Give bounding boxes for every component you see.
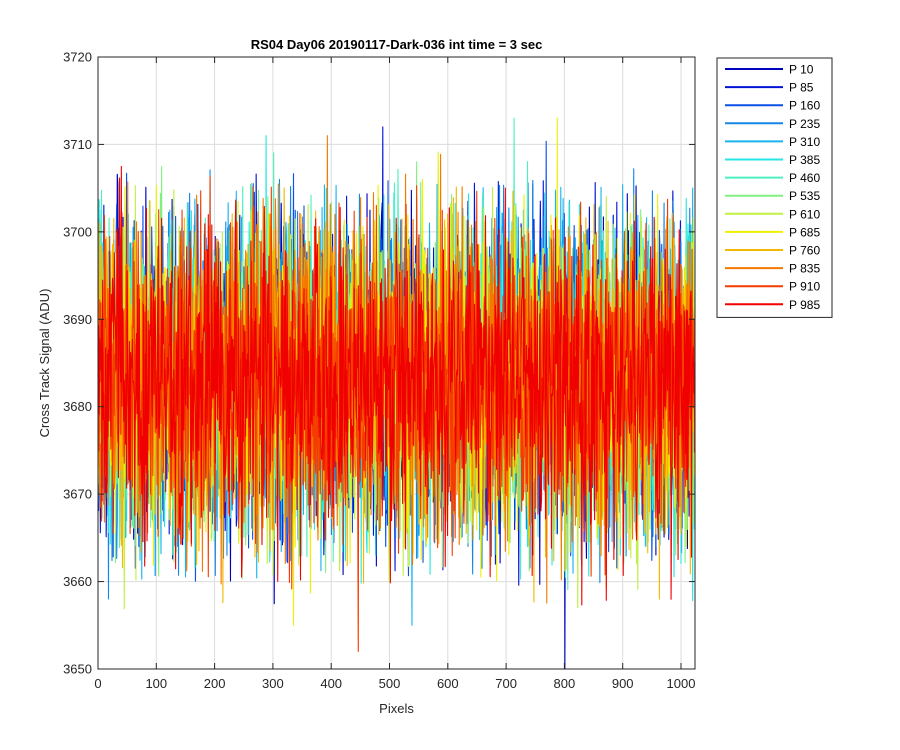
x-tick-label: 900: [612, 676, 634, 691]
y-tick-label: 3660: [63, 574, 92, 589]
plot-frame: [97, 56, 696, 670]
legend-label: P 85: [789, 81, 814, 95]
x-tick-label: 400: [320, 676, 342, 691]
legend-label: P 760: [789, 244, 820, 258]
legend-label: P 985: [789, 298, 820, 312]
chart-title: RS04 Day06 20190117-Dark-036 int time = …: [251, 37, 543, 52]
x-tick-label: 300: [262, 676, 284, 691]
legend-label: P 610: [789, 207, 820, 221]
legend-label: P 685: [789, 225, 820, 239]
series-line: [98, 165, 695, 606]
x-tick-label: 1000: [667, 676, 696, 691]
legend-label: P 160: [789, 99, 820, 113]
x-tick-label: 100: [145, 676, 167, 691]
x-tick-label: 600: [437, 676, 459, 691]
x-tick-label: 700: [495, 676, 517, 691]
legend-label: P 10: [789, 63, 814, 77]
legend-label: P 460: [789, 171, 820, 185]
y-axis-label: Cross Track Signal (ADU): [37, 289, 52, 438]
x-axis-label: Pixels: [379, 701, 414, 716]
legend-label: P 835: [789, 262, 820, 276]
x-tick-label: 200: [204, 676, 226, 691]
y-tick-label: 3690: [63, 312, 92, 327]
legend-box: [716, 57, 833, 318]
legend-label: P 910: [789, 280, 820, 294]
x-tick-label: 800: [554, 676, 576, 691]
legend-label: P 310: [789, 135, 820, 149]
axis-ticks: 0 100 200 300 400 500 600 700 800 900 1000 3650 3660…: [63, 50, 695, 692]
y-tick-label: 3700: [63, 224, 92, 239]
y-tick-label: 3670: [63, 487, 92, 502]
y-tick-label: 3650: [63, 662, 92, 677]
x-tick-label: 0: [94, 676, 101, 691]
legend: P 10 P 85 P 160 P 235 P 310 P 385 P 460 P 535 P …: [716, 57, 833, 318]
legend-label: P 535: [789, 189, 820, 203]
x-tick-label: 500: [379, 676, 401, 691]
y-tick-label: 3710: [63, 137, 92, 152]
y-tick-label: 3720: [63, 50, 92, 65]
legend-label: P 235: [789, 117, 820, 131]
legend-label: P 385: [789, 153, 820, 167]
y-tick-label: 3680: [63, 399, 92, 414]
series-layer: [98, 117, 695, 669]
